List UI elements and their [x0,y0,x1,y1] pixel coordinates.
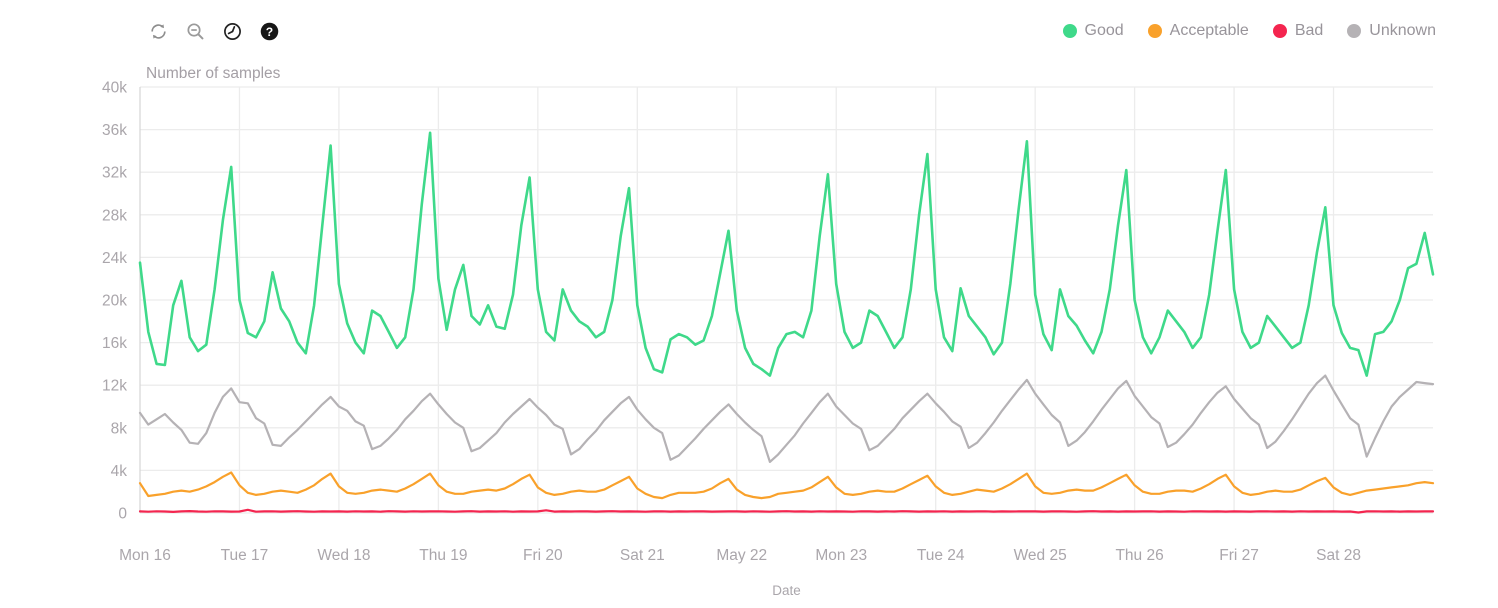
x-axis-title: Date [772,583,801,598]
y-tick-label: 20k [102,293,127,310]
x-tick-label: Wed 25 [1014,547,1067,564]
help-button[interactable]: ? [259,21,279,41]
refresh-icon [150,23,166,39]
y-tick-label: 0 [118,506,127,523]
legend-dot-acceptable [1147,24,1162,38]
legend-item-acceptable[interactable]: Acceptable [1147,22,1249,40]
x-tick-label: Thu 19 [419,547,467,564]
x-tick-label: May 22 [716,547,767,564]
legend-item-bad[interactable]: Bad [1272,22,1324,40]
y-tick-label: 36k [102,122,127,139]
x-tick-label: Mon 16 [119,547,171,564]
legend-label-bad: Bad [1294,22,1324,39]
y-tick-label: 16k [102,335,127,352]
x-tick-label: Sat 28 [1316,547,1361,564]
chart-title: Number of samples [146,65,281,82]
help-icon: ? [260,22,278,40]
y-tick-label: 4k [111,463,128,480]
series-line-good [138,131,1435,377]
x-tick-label: Wed 18 [317,547,370,564]
legend-label-good: Good [1084,22,1124,39]
zoom-out-icon [186,22,203,39]
legend-dot-unknown [1347,24,1362,38]
series-line-unknown [138,374,1435,463]
x-tick-label: Sat 21 [620,547,665,564]
y-tick-label: 28k [102,207,127,224]
series-line-bad [138,508,1435,514]
refresh-button[interactable] [148,21,168,41]
x-tick-label: Fri 20 [523,547,563,564]
zoom-out-button[interactable] [185,21,205,41]
x-tick-label: Fri 27 [1219,547,1259,564]
legend-label-unknown: Unknown [1369,22,1436,39]
x-tick-label: Mon 23 [815,547,867,564]
chart-toolbar: ? [148,21,279,41]
chart-legend: Good Acceptable Bad Unknown [1062,22,1436,40]
x-tick-label: Thu 26 [1115,547,1163,564]
legend-item-unknown[interactable]: Unknown [1347,22,1436,40]
y-tick-label: 8k [111,420,128,437]
legend-item-good[interactable]: Good [1062,22,1124,40]
legend-dot-bad [1272,24,1287,38]
help-glyph: ? [265,24,272,38]
time-range-button[interactable] [222,21,242,41]
y-tick-label: 32k [102,165,127,182]
x-tick-label: Tue 24 [917,547,965,564]
legend-label-acceptable: Acceptable [1169,22,1249,39]
x-tick-label: Tue 17 [221,547,269,564]
y-tick-label: 40k [102,80,127,97]
series-line-acceptable [138,471,1435,500]
legend-dot-good [1062,24,1077,38]
y-tick-label: 12k [102,378,127,395]
clock-icon [223,22,241,40]
y-tick-label: 24k [102,250,127,267]
